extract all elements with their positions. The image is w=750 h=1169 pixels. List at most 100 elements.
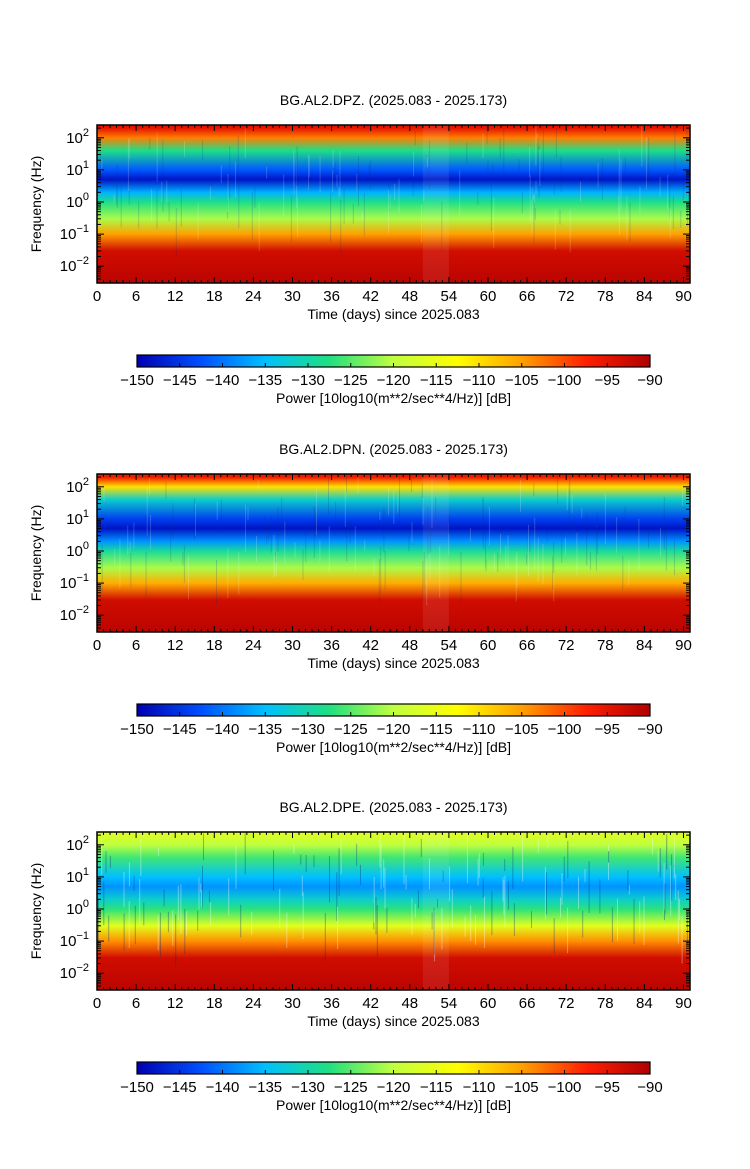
x-tick-label: 84 (636, 995, 653, 1012)
colorbar-tick-label: −90 (637, 721, 662, 738)
x-tick-label: 60 (480, 995, 497, 1012)
x-tick-label: 54 (441, 995, 458, 1012)
spectrogram-panel-3: BG.AL2.DPE. (2025.083 - 2025.173) 0 6 12 18 2… (28, 799, 692, 1113)
colorbar-tick-label: −115 (420, 1079, 453, 1096)
colorbar-tick-label: −140 (206, 1079, 240, 1096)
x-tick-label: 42 (362, 288, 379, 305)
x-tick-label: 0 (93, 637, 101, 654)
colorbar-tick-label: −125 (334, 372, 368, 389)
y-tick-label: 101 (66, 159, 89, 179)
colorbar-label: Power [10log10(m**2/sec**4/Hz)] [dB] (276, 390, 511, 406)
x-tick-label: 66 (519, 637, 536, 654)
x-axis-label: Time (days) since 2025.083 (307, 306, 479, 322)
x-tick-label: 12 (167, 995, 184, 1012)
y-tick-label: 10−2 (60, 604, 89, 624)
spectrogram-streaks (99, 125, 690, 257)
y-tick-label: 100 (66, 540, 89, 560)
colorbar-tick-label: −105 (505, 1079, 539, 1096)
colorbar-tick-label: −115 (420, 721, 453, 738)
spectrogram-panel-2: BG.AL2.DPN. (2025.083 - 2025.173) 0 6 12 18 2… (28, 441, 692, 755)
x-tick-label: 6 (132, 637, 140, 654)
colorbar-tick-label: −110 (463, 721, 496, 738)
x-tick-label: 12 (167, 288, 184, 305)
x-tick-label: 90 (675, 288, 692, 305)
colorbar-tick-label: −125 (334, 1079, 368, 1096)
colorbar-tick-label: −110 (463, 372, 496, 389)
colorbar-tick-label: −120 (377, 372, 411, 389)
x-tick-label: 36 (323, 637, 340, 654)
data-gap-region (422, 832, 449, 990)
colorbar-tick-label: −135 (248, 721, 282, 738)
spectrogram-streaks (97, 832, 688, 967)
y-axis-label: Frequency (Hz) (28, 505, 44, 601)
colorbar-tick-label: −100 (548, 721, 582, 738)
spectrogram-heatmap (97, 474, 690, 632)
x-tick-label: 0 (93, 995, 101, 1012)
x-tick-label: 30 (284, 637, 301, 654)
y-tick-label: 102 (66, 834, 89, 854)
y-tick-label: 102 (66, 127, 89, 147)
x-tick-label: 48 (401, 637, 418, 654)
x-tick-label: 66 (519, 995, 536, 1012)
y-tick-label: 10−1 (60, 572, 89, 592)
data-gap-region (422, 125, 449, 283)
x-tick-label: 72 (558, 637, 575, 654)
x-tick-label: 42 (362, 637, 379, 654)
plot-title: BG.AL2.DPZ. (2025.083 - 2025.173) (280, 92, 507, 108)
x-tick-label: 18 (206, 288, 223, 305)
colorbar: −150 −145 −140 −135 −130 −125 −120 −115 −110 −105… (120, 1061, 663, 1113)
x-tick-label: 6 (132, 995, 140, 1012)
x-tick-label: 78 (597, 637, 614, 654)
x-tick-label: 24 (245, 995, 262, 1012)
x-tick-label: 24 (245, 288, 262, 305)
x-tick-label: 60 (480, 637, 497, 654)
y-tick-label: 10−2 (60, 962, 89, 982)
colorbar-tick-label: −150 (120, 372, 154, 389)
colorbar-tick-label: −120 (377, 1079, 411, 1096)
colorbar-tick-label: −115 (420, 372, 453, 389)
x-tick-label: 48 (401, 995, 418, 1012)
colorbar-tick-label: −135 (248, 372, 282, 389)
plot-title: BG.AL2.DPE. (2025.083 - 2025.173) (279, 799, 507, 815)
x-tick-label: 90 (675, 637, 692, 654)
x-tick-label: 84 (636, 288, 653, 305)
colorbar-label: Power [10log10(m**2/sec**4/Hz)] [dB] (276, 1097, 511, 1113)
x-tick-label: 60 (480, 288, 497, 305)
y-axis-label: Frequency (Hz) (28, 863, 44, 959)
x-tick-label: 42 (362, 995, 379, 1012)
colorbar-tick-label: −130 (291, 1079, 325, 1096)
colorbar-label: Power [10log10(m**2/sec**4/Hz)] [dB] (276, 739, 511, 755)
x-tick-label: 36 (323, 995, 340, 1012)
x-tick-label: 54 (441, 288, 458, 305)
spectrogram-heatmap (97, 832, 690, 990)
y-tick-label: 10−1 (60, 930, 89, 950)
x-tick-label: 72 (558, 995, 575, 1012)
colorbar-tick-label: −145 (163, 372, 197, 389)
x-tick-label: 72 (558, 288, 575, 305)
colorbar-tick-label: −140 (206, 721, 240, 738)
plot-frame (96, 124, 691, 284)
x-tick-label: 78 (597, 288, 614, 305)
colorbar-tick-label: −110 (463, 1079, 496, 1096)
y-axis-label: Frequency (Hz) (28, 156, 44, 252)
colorbar-tick-label: −105 (505, 372, 539, 389)
colorbar-tick-label: −125 (334, 721, 368, 738)
colorbar-tick-label: −145 (163, 721, 197, 738)
colorbar-tick-label: −150 (120, 721, 154, 738)
colorbar-tick-label: −150 (120, 1079, 154, 1096)
plot-frame (96, 831, 691, 991)
x-tick-label: 30 (284, 288, 301, 305)
colorbar-tick-label: −95 (595, 1079, 620, 1096)
y-tick-label: 100 (66, 898, 89, 918)
colorbar-tick-label: −145 (163, 1079, 197, 1096)
x-tick-label: 54 (441, 637, 458, 654)
data-gap-region (422, 474, 449, 632)
y-tick-label: 101 (66, 866, 89, 886)
colorbar-tick-label: −135 (248, 1079, 282, 1096)
x-tick-label: 78 (597, 995, 614, 1012)
colorbar-tick-label: −95 (595, 372, 620, 389)
x-tick-label: 48 (401, 288, 418, 305)
colorbar: −150 −145 −140 −135 −130 −125 −120 −115 −110 −105… (120, 354, 663, 406)
